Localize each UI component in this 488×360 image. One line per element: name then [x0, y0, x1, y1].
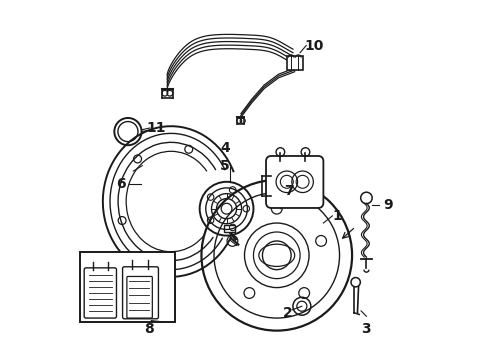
- Text: 8: 8: [144, 322, 154, 336]
- Text: 7: 7: [284, 184, 294, 198]
- FancyBboxPatch shape: [126, 276, 152, 318]
- Text: 2: 2: [282, 306, 292, 320]
- Bar: [286, 56, 302, 70]
- FancyBboxPatch shape: [84, 268, 116, 318]
- Text: 3: 3: [361, 322, 370, 336]
- Text: 5: 5: [220, 159, 229, 173]
- FancyBboxPatch shape: [265, 156, 323, 208]
- FancyBboxPatch shape: [122, 267, 158, 319]
- Text: 6: 6: [116, 177, 125, 190]
- Text: 11: 11: [146, 121, 166, 135]
- Text: 10: 10: [304, 39, 324, 53]
- Text: 4: 4: [220, 141, 229, 155]
- Bar: [224, 225, 234, 232]
- Bar: [80, 252, 174, 321]
- Text: 1: 1: [332, 209, 342, 223]
- Text: 9: 9: [383, 198, 392, 212]
